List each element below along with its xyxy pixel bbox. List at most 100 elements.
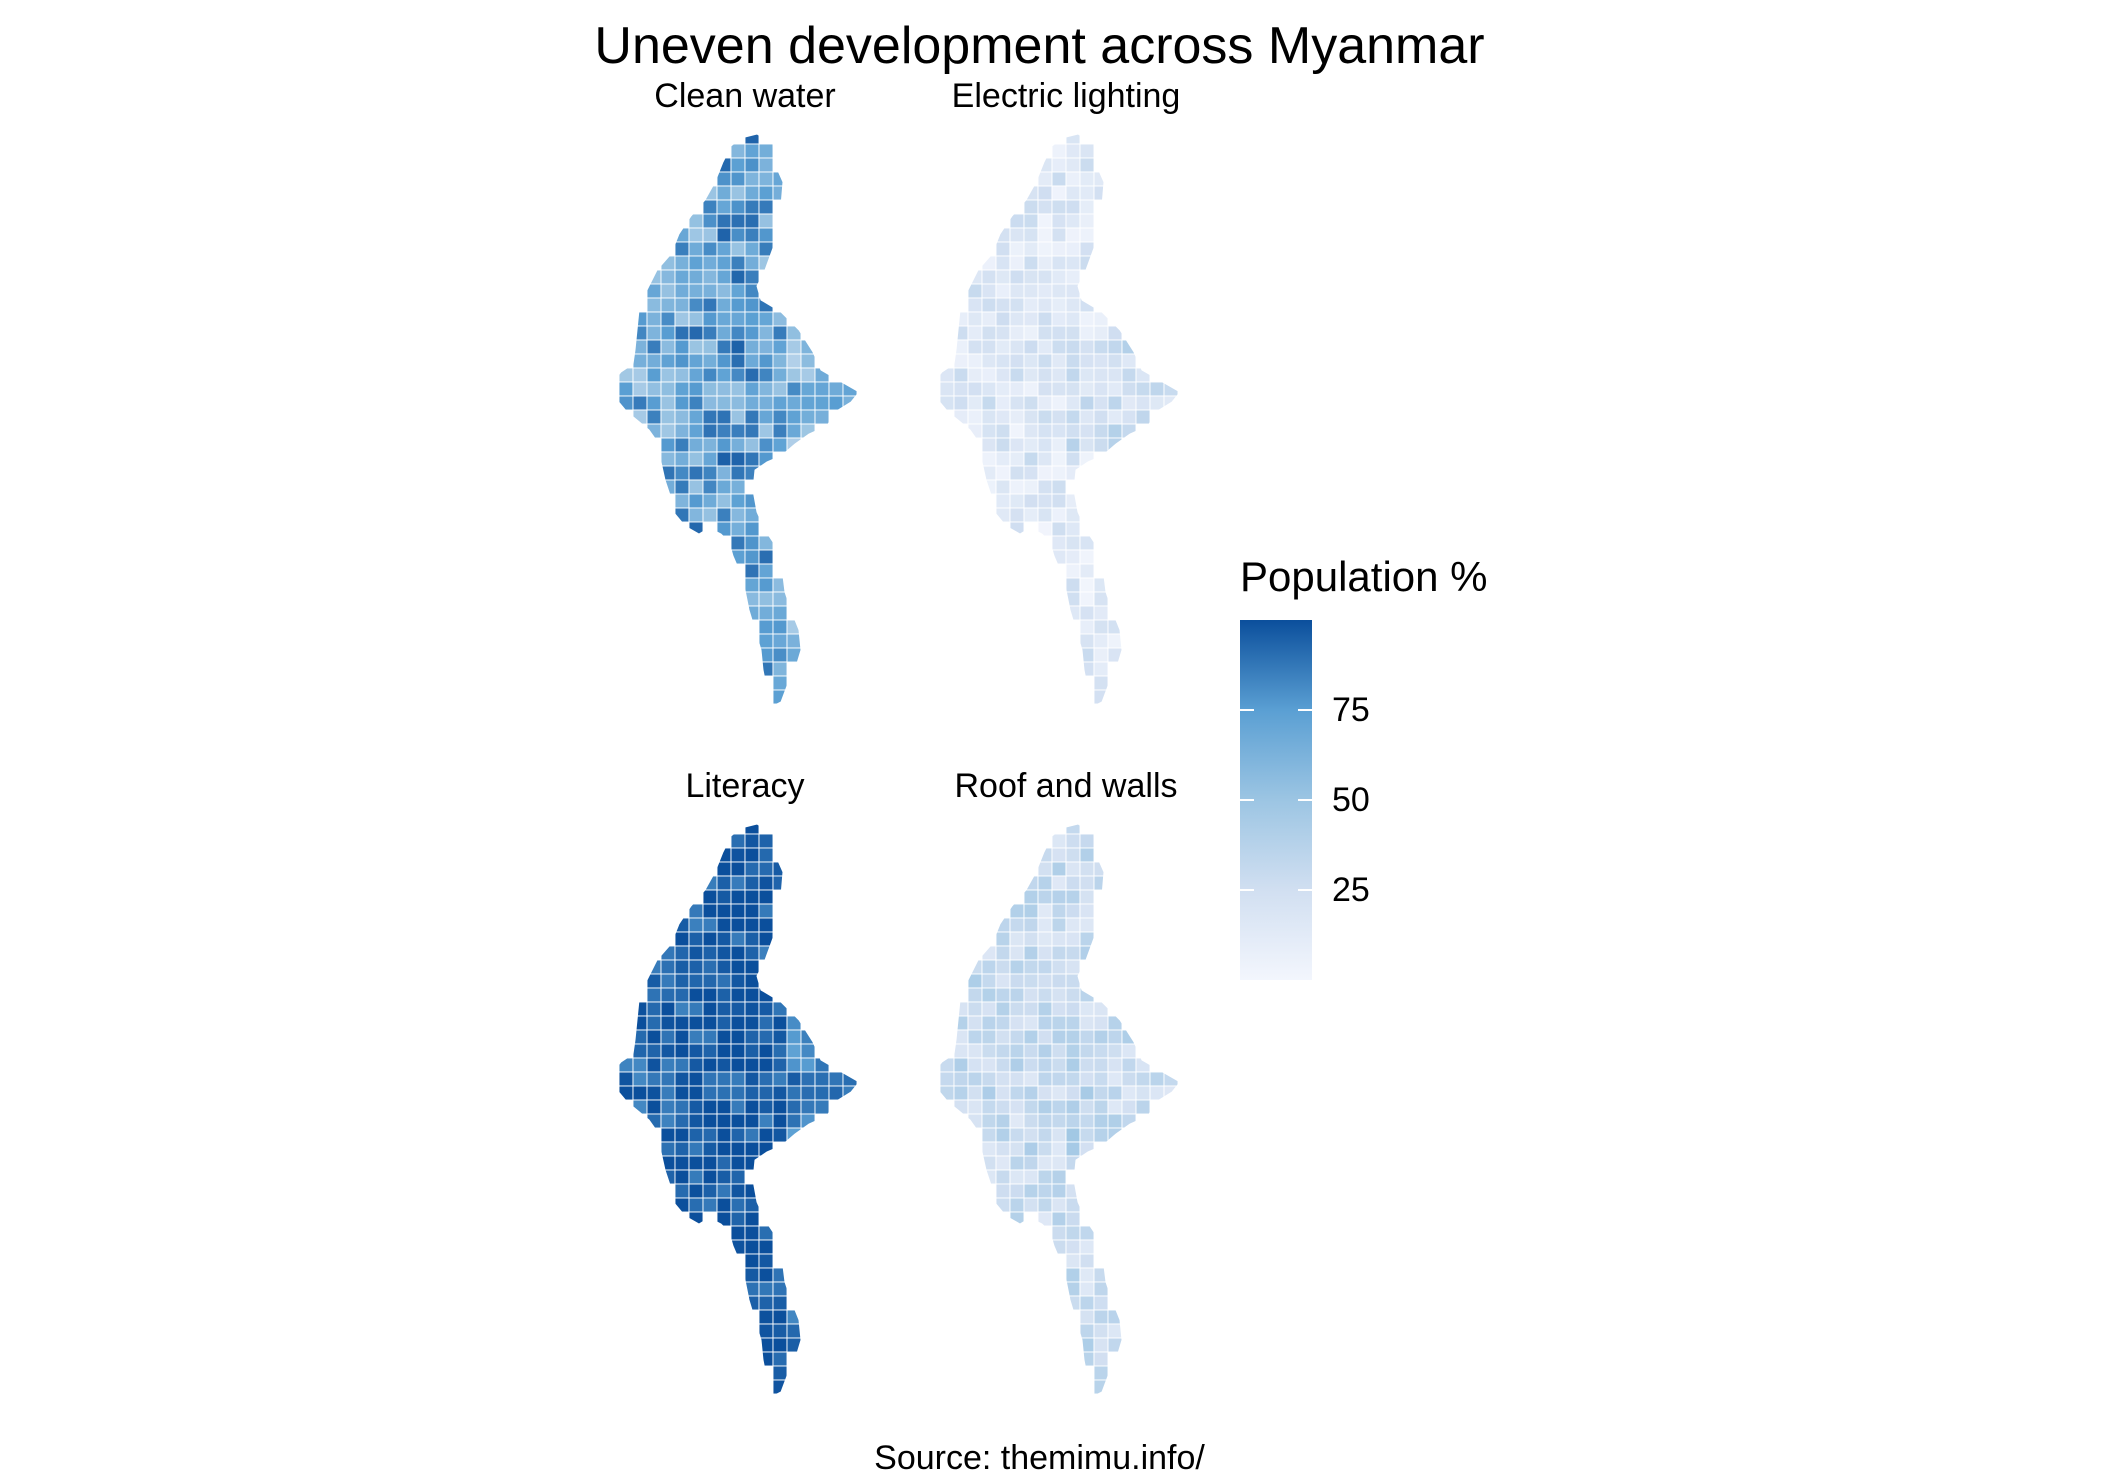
- district-region: [716, 1141, 732, 1157]
- district-region: [646, 1029, 662, 1045]
- district-region: [1135, 1071, 1151, 1087]
- district-region: [758, 451, 774, 467]
- district-region: [1023, 1043, 1039, 1059]
- district-region: [716, 1099, 732, 1115]
- district-region: [716, 367, 732, 383]
- district-region: [1037, 395, 1053, 411]
- district-region: [688, 493, 704, 509]
- district-region: [674, 1127, 690, 1143]
- district-region: [702, 1001, 718, 1017]
- district-region: [772, 633, 788, 649]
- district-region: [744, 1239, 760, 1255]
- district-region: [1051, 1225, 1067, 1241]
- district-region: [995, 1015, 1011, 1031]
- district-region: [1009, 269, 1025, 285]
- district-region: [1079, 1113, 1095, 1129]
- district-region: [758, 1309, 774, 1325]
- district-region: [702, 185, 718, 201]
- district-region: [772, 395, 788, 411]
- district-region: [1051, 1085, 1067, 1101]
- district-region: [716, 199, 732, 215]
- district-region: [1093, 353, 1109, 369]
- district-region: [730, 847, 746, 863]
- district-region: [702, 973, 718, 989]
- district-region: [702, 297, 718, 313]
- district-region: [702, 903, 718, 919]
- district-region: [1051, 255, 1067, 271]
- district-region: [730, 157, 746, 173]
- district-region: [1009, 959, 1025, 975]
- district-region: [744, 833, 760, 849]
- district-region: [786, 1113, 802, 1129]
- district-region: [716, 325, 732, 341]
- district-region: [716, 959, 732, 975]
- district-region: [1093, 1323, 1109, 1339]
- district-region: [1065, 1099, 1081, 1115]
- district-region: [1037, 269, 1053, 285]
- district-region: [1009, 973, 1025, 989]
- district-region: [716, 1057, 732, 1073]
- district-region: [1051, 1001, 1067, 1017]
- district-region: [1065, 157, 1081, 173]
- district-region: [1079, 423, 1095, 439]
- district-region: [730, 535, 746, 551]
- district-regions: [939, 824, 1179, 1395]
- district-region: [772, 367, 788, 383]
- district-region: [758, 423, 774, 439]
- district-region: [702, 213, 718, 229]
- district-region: [1065, 437, 1081, 453]
- district-region: [1121, 381, 1137, 397]
- district-region: [1023, 973, 1039, 989]
- district-region: [674, 325, 690, 341]
- district-region: [1023, 423, 1039, 439]
- district-region: [632, 1085, 648, 1101]
- district-region: [758, 185, 774, 201]
- district-region: [1107, 1323, 1123, 1339]
- district-region: [744, 1211, 760, 1227]
- country-border: [933, 133, 1181, 707]
- district-region: [981, 1071, 997, 1087]
- district-region: [1023, 213, 1039, 229]
- district-region: [1149, 381, 1165, 397]
- district-region: [1051, 367, 1067, 383]
- district-region: [660, 479, 676, 495]
- district-region: [1093, 1337, 1109, 1353]
- district-region: [758, 353, 774, 369]
- district-region: [716, 451, 732, 467]
- district-region: [995, 269, 1011, 285]
- district-region: [1051, 1099, 1067, 1115]
- district-region: [772, 1295, 788, 1311]
- district-region: [1037, 199, 1053, 215]
- district-region: [730, 283, 746, 299]
- district-region: [1009, 423, 1025, 439]
- district-region: [1023, 283, 1039, 299]
- district-region: [1065, 199, 1081, 215]
- district-region: [702, 1057, 718, 1073]
- district-region: [1009, 1155, 1025, 1171]
- district-region: [632, 395, 648, 411]
- district-region: [828, 1071, 844, 1087]
- district-region: [981, 1085, 997, 1101]
- district-region: [758, 381, 774, 397]
- district-region: [828, 381, 844, 397]
- district-region: [702, 437, 718, 453]
- district-region: [758, 1113, 774, 1129]
- district-region: [758, 1127, 774, 1143]
- district-region: [744, 1071, 760, 1087]
- district-region: [1079, 1323, 1095, 1339]
- district-region: [758, 157, 774, 173]
- district-region: [688, 311, 704, 327]
- district-region: [758, 213, 774, 229]
- district-region: [1037, 479, 1053, 495]
- district-region: [1023, 507, 1039, 523]
- district-region: [1079, 619, 1095, 635]
- district-region: [730, 297, 746, 313]
- district-region: [702, 1071, 718, 1087]
- district-region: [758, 367, 774, 383]
- district-region: [1051, 171, 1067, 187]
- district-region: [688, 1071, 704, 1087]
- district-region: [1009, 381, 1025, 397]
- district-region: [716, 1183, 732, 1199]
- district-region: [688, 255, 704, 271]
- district-region: [716, 861, 732, 877]
